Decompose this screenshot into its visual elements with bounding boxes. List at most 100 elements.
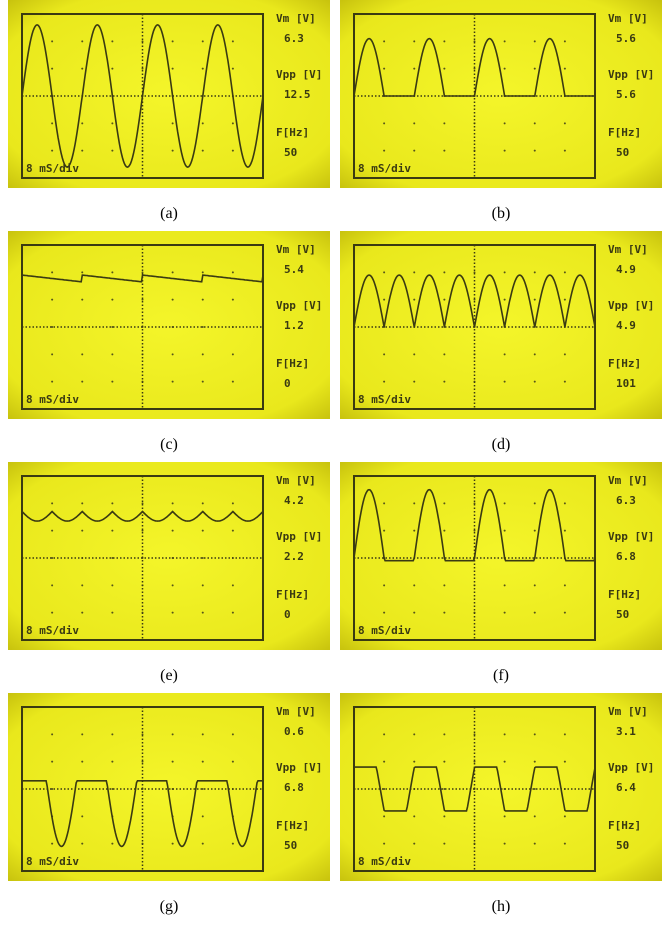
grid-dot	[383, 815, 385, 817]
timebase: 8 mS/div	[358, 162, 411, 175]
grid-dot	[232, 584, 234, 586]
grid-dot	[383, 733, 385, 735]
grid-dot	[504, 584, 506, 586]
grid-dot	[413, 40, 415, 42]
grid-dot	[383, 502, 385, 504]
scope-panel: 8 mS/divVm [V]3.1Vpp [V]6.4F[Hz]50(h)	[340, 693, 662, 921]
grid-dot	[172, 122, 174, 124]
grid-dot	[172, 68, 174, 70]
grid-dot	[504, 271, 506, 273]
grid-dot	[232, 502, 234, 504]
grid-dot	[202, 299, 204, 301]
grid-dot	[443, 40, 445, 42]
grid-dot	[111, 40, 113, 42]
grid-dot	[51, 733, 53, 735]
grid-dot	[504, 68, 506, 70]
grid-dot	[81, 733, 83, 735]
grid-dot	[443, 761, 445, 763]
caption: (e)	[8, 667, 330, 685]
grid-dot	[564, 530, 566, 532]
vpp-label: Vpp [V]	[608, 761, 654, 774]
grid-dot	[443, 502, 445, 504]
grid-dot	[81, 815, 83, 817]
grid-dot	[413, 815, 415, 817]
grid-dot	[564, 815, 566, 817]
grid-dot	[81, 381, 83, 383]
grid-dot	[51, 150, 53, 152]
vm-label: Vm [V]	[608, 705, 648, 718]
caption: (g)	[8, 898, 330, 916]
vpp-value: 12.5	[284, 88, 311, 101]
grid-dot	[111, 68, 113, 70]
f-label: F[Hz]	[276, 588, 309, 601]
vpp-value: 4.9	[616, 319, 636, 332]
grid-dot	[443, 815, 445, 817]
grid-dot	[172, 381, 174, 383]
grid-dot	[383, 40, 385, 42]
timebase: 8 mS/div	[358, 855, 411, 868]
grid-dot	[534, 150, 536, 152]
grid-dot	[202, 326, 204, 328]
grid-dot	[383, 122, 385, 124]
grid-dot	[413, 299, 415, 301]
grid-dot	[111, 122, 113, 124]
grid-dot	[172, 761, 174, 763]
grid-dot	[232, 530, 234, 532]
grid-dot	[504, 843, 506, 845]
grid-dot	[564, 381, 566, 383]
grid-dot	[534, 733, 536, 735]
grid-dot	[81, 150, 83, 152]
grid-dot	[202, 353, 204, 355]
grid-dot	[111, 271, 113, 273]
scope-screen: 8 mS/divVm [V]4.9Vpp [V]4.9F[Hz]101	[340, 231, 662, 419]
grid-dot	[202, 530, 204, 532]
f-label: F[Hz]	[608, 819, 641, 832]
grid-dot	[202, 150, 204, 152]
grid-dot	[51, 761, 53, 763]
grid-dot	[534, 788, 536, 790]
scope-screen: 8 mS/divVm [V]5.4Vpp [V]1.2F[Hz]0	[8, 231, 330, 419]
grid-dot	[202, 612, 204, 614]
grid-dot	[51, 353, 53, 355]
grid-dot	[534, 843, 536, 845]
grid-dot	[111, 150, 113, 152]
grid-dot	[504, 353, 506, 355]
vpp-label: Vpp [V]	[276, 761, 322, 774]
vm-value: 6.3	[284, 32, 304, 45]
vpp-label: Vpp [V]	[608, 530, 654, 543]
grid-dot	[232, 271, 234, 273]
vpp-value: 6.4	[616, 781, 636, 794]
f-label: F[Hz]	[608, 588, 641, 601]
vm-label: Vm [V]	[276, 243, 316, 256]
f-label: F[Hz]	[608, 126, 641, 139]
grid-dot	[534, 353, 536, 355]
grid-dot	[111, 584, 113, 586]
grid-dot	[564, 150, 566, 152]
grid-dot	[232, 150, 234, 152]
vpp-value: 6.8	[284, 781, 304, 794]
grid-dot	[443, 612, 445, 614]
grid-dot	[232, 381, 234, 383]
grid-dot	[383, 761, 385, 763]
timebase: 8 mS/div	[26, 624, 79, 637]
scope-screen: 8 mS/divVm [V]4.2Vpp [V]2.2F[Hz]0	[8, 462, 330, 650]
screen-bg	[340, 462, 662, 650]
grid-dot	[383, 612, 385, 614]
grid-dot	[51, 612, 53, 614]
grid-dot	[51, 584, 53, 586]
grid-dot	[504, 150, 506, 152]
f-value: 50	[284, 146, 297, 159]
vpp-value: 6.8	[616, 550, 636, 563]
scope-panel: 8 mS/divVm [V]5.6Vpp [V]5.6F[Hz]50(b)	[340, 0, 662, 228]
timebase: 8 mS/div	[26, 393, 79, 406]
vpp-label: Vpp [V]	[276, 299, 322, 312]
grid-dot	[443, 584, 445, 586]
scope-panel: 8 mS/divVm [V]0.6Vpp [V]6.8F[Hz]50(g)	[8, 693, 330, 921]
vm-label: Vm [V]	[608, 243, 648, 256]
grid-dot	[413, 530, 415, 532]
caption: (c)	[8, 436, 330, 454]
grid-dot	[383, 299, 385, 301]
grid-dot	[413, 353, 415, 355]
grid-dot	[81, 353, 83, 355]
